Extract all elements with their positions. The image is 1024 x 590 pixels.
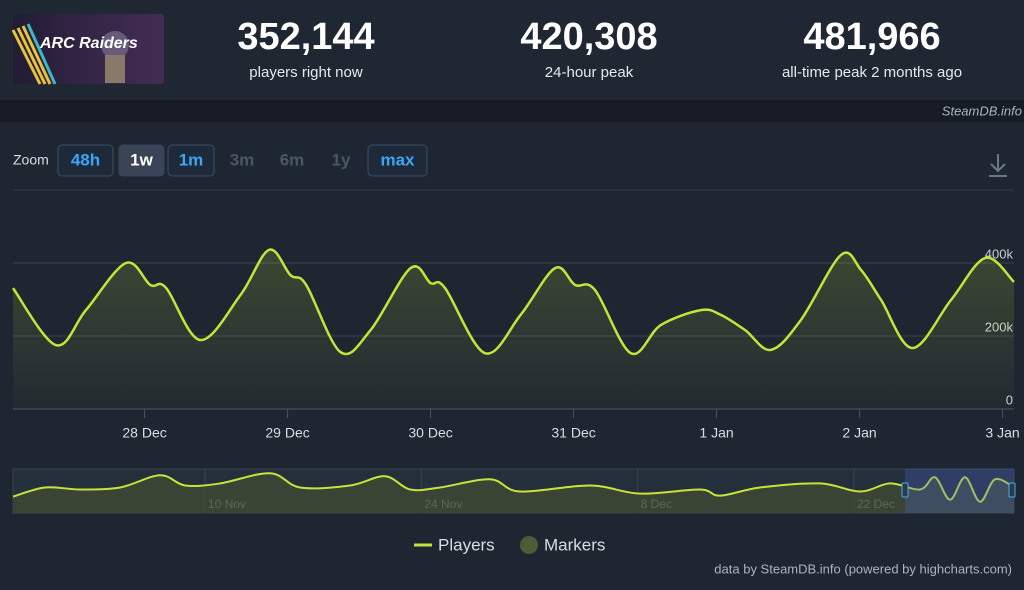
x-tick-label: 30 Dec [408, 425, 452, 441]
zoom-button-label: 1w [130, 150, 153, 169]
source-link[interactable]: SteamDB.info [942, 103, 1022, 118]
series-line [11, 248, 1015, 356]
zoom-button: 1y [332, 150, 351, 169]
series-line [12, 472, 1015, 503]
source-band [0, 100, 1024, 122]
navigator-handle[interactable] [1008, 482, 1016, 498]
area-fill [13, 473, 1014, 513]
stat-label: all-time peak 2 months ago [782, 64, 962, 81]
zoom-button: 3m [230, 150, 255, 169]
zoom-button-label: 3m [230, 150, 255, 169]
download-icon[interactable] [989, 154, 1007, 177]
zoom-button-bg [167, 144, 215, 177]
navigator-handle[interactable] [901, 482, 909, 498]
navigator: 10 Nov24 Nov8 Dec22 Dec [12, 468, 1016, 514]
zoom-button[interactable]: 1m [167, 144, 215, 177]
legend: Players Markers [414, 535, 605, 554]
zoom-button[interactable]: 48h [57, 144, 114, 177]
x-tick-label: 3 Jan [985, 425, 1019, 441]
legend-item[interactable]: Markers [544, 535, 605, 554]
x-tick-label: 29 Dec [265, 425, 309, 441]
navigator-window [905, 469, 1014, 513]
area-fill [13, 249, 1014, 409]
zoom-button[interactable]: max [367, 144, 428, 177]
zoom-button-label: 48h [71, 150, 100, 169]
stat-value: 420,308 [520, 16, 657, 58]
header-bg [0, 0, 1024, 100]
zoom-button-label: 1y [332, 150, 351, 169]
credits: data by SteamDB.info (powered by highcha… [714, 561, 1012, 576]
logo: ARC Raiders [11, 14, 164, 85]
zoom-label: Zoom [13, 152, 49, 168]
legend-symbol [520, 536, 538, 554]
zoom-button-bg [118, 144, 165, 177]
stat-value: 352,144 [237, 16, 374, 58]
zoom-button-bg [367, 144, 428, 177]
x-tick-label: 1 Jan [699, 425, 733, 441]
logo-text: ARC Raiders [39, 35, 138, 52]
zoom-button-label: 1m [179, 150, 204, 169]
zoom-button[interactable]: 1w [118, 144, 165, 177]
zoom-button-label: max [380, 150, 415, 169]
legend-item[interactable]: Players [438, 535, 495, 554]
stat-label: 24-hour peak [545, 64, 634, 81]
zoom-button-bg [57, 144, 114, 177]
stat-value: 481,966 [803, 16, 940, 58]
x-tick-label: 2 Jan [842, 425, 876, 441]
zoom-button-label: 6m [280, 150, 305, 169]
stat-label: players right now [249, 64, 363, 81]
zoom-button: 6m [280, 150, 305, 169]
x-tick-label: 28 Dec [122, 425, 166, 441]
x-tick-label: 31 Dec [551, 425, 595, 441]
